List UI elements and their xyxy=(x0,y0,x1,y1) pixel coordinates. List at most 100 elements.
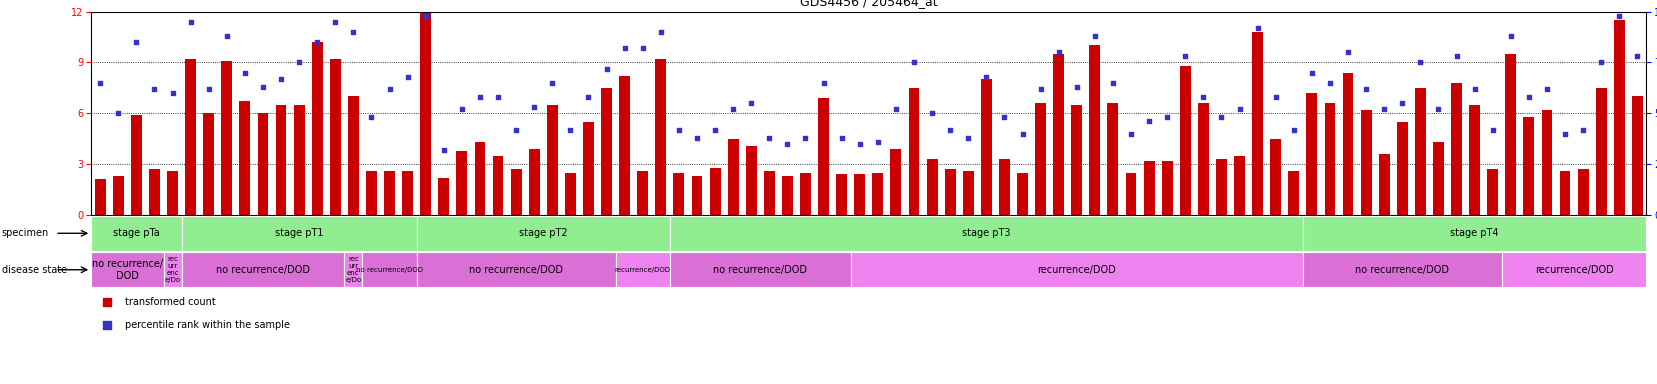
Point xyxy=(973,74,999,80)
Text: stage pT4: stage pT4 xyxy=(1450,228,1498,238)
Bar xyxy=(1505,54,1514,215)
Point xyxy=(719,106,746,112)
Text: no recurrence/DOD: no recurrence/DOD xyxy=(713,265,807,275)
Bar xyxy=(1379,154,1389,215)
Bar xyxy=(113,176,124,215)
Bar xyxy=(746,146,756,215)
Bar xyxy=(1269,139,1281,215)
Bar xyxy=(456,151,467,215)
Point xyxy=(810,79,837,86)
Point xyxy=(1551,131,1577,137)
Bar xyxy=(348,96,358,215)
Bar xyxy=(1162,161,1171,215)
Point xyxy=(847,141,873,147)
Point xyxy=(593,65,620,71)
Bar xyxy=(999,159,1009,215)
Bar xyxy=(601,88,611,215)
Bar xyxy=(963,171,973,215)
Bar xyxy=(1089,45,1100,215)
Bar xyxy=(1070,105,1082,215)
Point xyxy=(1316,79,1342,86)
Text: stage pTa: stage pTa xyxy=(113,228,159,238)
Bar xyxy=(764,171,774,215)
Point xyxy=(484,94,510,100)
Bar xyxy=(1180,66,1190,215)
Text: no recurrence/DOD: no recurrence/DOD xyxy=(356,267,423,273)
Point xyxy=(1171,53,1198,60)
Point xyxy=(701,126,727,132)
Point xyxy=(648,29,674,35)
Point xyxy=(664,126,691,132)
Text: stage pT2: stage pT2 xyxy=(519,228,567,238)
Point xyxy=(863,139,890,145)
Point xyxy=(1279,126,1306,132)
Point xyxy=(1442,53,1468,60)
Point xyxy=(1496,33,1523,39)
Bar xyxy=(853,174,865,215)
Bar xyxy=(293,105,305,215)
Bar xyxy=(239,101,250,215)
Point xyxy=(882,106,908,112)
Point xyxy=(1533,86,1559,92)
Bar xyxy=(1215,159,1226,215)
Bar xyxy=(800,173,810,215)
Bar xyxy=(182,216,416,251)
Bar xyxy=(492,156,504,215)
Point xyxy=(1334,49,1360,55)
Point xyxy=(1208,114,1234,121)
Bar xyxy=(1016,173,1027,215)
Point xyxy=(1370,106,1397,112)
Point xyxy=(1478,126,1505,132)
Text: no recurrence/DOD: no recurrence/DOD xyxy=(469,265,563,275)
Text: specimen: specimen xyxy=(2,228,48,238)
Bar xyxy=(1559,171,1569,215)
Point xyxy=(954,135,981,141)
Point xyxy=(413,13,439,19)
Point xyxy=(557,126,583,132)
Point xyxy=(250,84,277,90)
Point xyxy=(358,114,384,121)
Bar xyxy=(1233,156,1244,215)
Point xyxy=(1080,33,1107,39)
Bar xyxy=(1107,103,1118,215)
Bar xyxy=(529,149,539,215)
Point xyxy=(285,59,312,65)
Bar xyxy=(416,252,615,287)
Point xyxy=(1062,84,1089,90)
Point xyxy=(1261,94,1287,100)
Point xyxy=(93,299,119,305)
Bar xyxy=(691,176,703,215)
Bar xyxy=(835,174,847,215)
Point xyxy=(104,110,131,116)
Point xyxy=(1624,53,1650,60)
Bar xyxy=(1034,103,1046,215)
Bar xyxy=(669,252,850,287)
Bar xyxy=(474,142,486,215)
Point xyxy=(303,39,330,45)
Point xyxy=(1352,86,1379,92)
Point xyxy=(611,45,638,51)
Text: recurrence/DOD: recurrence/DOD xyxy=(615,267,671,273)
Bar xyxy=(257,113,268,215)
Bar xyxy=(1306,93,1316,215)
Point xyxy=(1117,131,1143,137)
Bar xyxy=(1450,83,1461,215)
Bar xyxy=(437,178,449,215)
Bar xyxy=(204,113,214,215)
Bar xyxy=(872,173,883,215)
Point xyxy=(1425,106,1452,112)
Bar xyxy=(1324,103,1334,215)
Bar xyxy=(149,169,159,215)
Text: GDS4456 / 205464_at: GDS4456 / 205464_at xyxy=(799,0,938,8)
Bar xyxy=(1287,171,1299,215)
Bar xyxy=(94,179,106,215)
Bar xyxy=(817,98,828,215)
Point xyxy=(340,29,366,35)
Bar xyxy=(403,171,413,215)
Bar xyxy=(1302,252,1501,287)
Bar xyxy=(850,252,1302,287)
Bar xyxy=(1251,32,1263,215)
Point xyxy=(86,79,113,86)
Bar xyxy=(330,59,341,215)
Text: no recurrence/DOD: no recurrence/DOD xyxy=(215,265,310,275)
